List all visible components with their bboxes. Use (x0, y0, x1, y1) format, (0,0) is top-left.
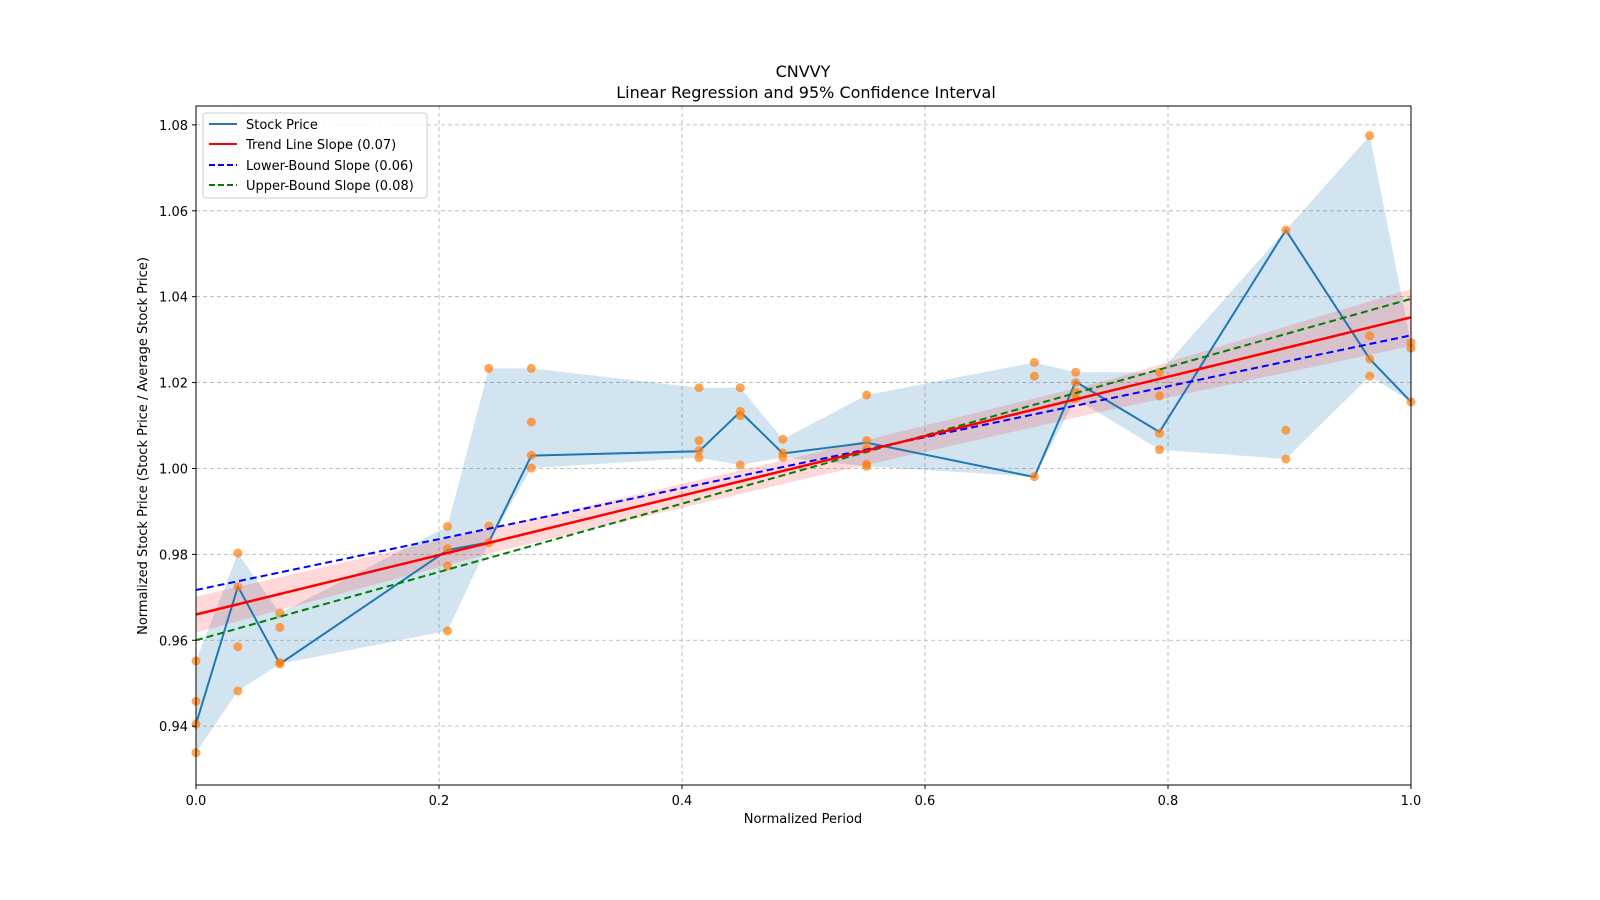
scatter-point (1029, 371, 1039, 381)
y-tick-label: 1.02 (159, 377, 188, 392)
scatter-point (1281, 225, 1291, 235)
trend-ci-layer (196, 288, 1411, 633)
scatter-point (443, 561, 453, 571)
stock-price-line (195, 228, 1412, 725)
scatter-point (1281, 425, 1291, 435)
scatter-point (1154, 445, 1164, 455)
scatter-point (694, 445, 704, 455)
scatter-point (443, 521, 453, 531)
x-tick-label: 0.2 (429, 794, 450, 809)
x-tick-label: 0.4 (672, 794, 693, 809)
legend-label-upper-bound: Upper-Bound Slope (0.08) (246, 179, 414, 194)
scatter-point (275, 622, 285, 632)
scatter-point (526, 363, 536, 373)
scatter-point (1365, 131, 1375, 141)
scatter-point (778, 452, 788, 462)
plot-frame (195, 105, 1412, 786)
y-tick-label: 0.98 (159, 548, 188, 563)
trend-line (195, 316, 1412, 616)
scatter-point (1071, 378, 1081, 388)
scatter-point (275, 659, 285, 669)
chart-title: CNVVY (776, 62, 831, 81)
scatter-point (735, 411, 745, 421)
scatter-point (1071, 367, 1081, 377)
legend-label-trend-line: Trend Line Slope (0.07) (245, 138, 396, 153)
trend-confidence-band (196, 288, 1411, 633)
legend: Stock Price Trend Line Slope (0.07) Lowe… (202, 112, 428, 199)
scatter-point (233, 582, 243, 592)
range-band-layer (196, 135, 1411, 753)
regression-lines-layer (195, 297, 1412, 642)
chart-subtitle: Linear Regression and 95% Confidence Int… (616, 83, 996, 102)
scatter-point (233, 686, 243, 696)
scatter-point (526, 463, 536, 473)
scatter-point (1029, 472, 1039, 482)
upper-bound-line (195, 297, 1412, 642)
lower-bound-line (195, 334, 1412, 591)
price-range-band (196, 135, 1411, 753)
y-tick-label: 1.00 (159, 462, 188, 477)
x-tick-label: 0.6 (915, 794, 936, 809)
x-tick-label: 1.0 (1401, 794, 1422, 809)
y-tick-label: 1.08 (159, 119, 188, 134)
scatter-point (862, 390, 872, 400)
scatter-point (694, 383, 704, 393)
stock-line-layer (195, 228, 1412, 725)
scatter-point (233, 642, 243, 652)
scatter-point (526, 417, 536, 427)
y-tick-label: 0.94 (159, 720, 188, 735)
scatter-point (694, 436, 704, 446)
scatter-layer (191, 131, 1416, 758)
scatter-point (1154, 367, 1164, 377)
scatter-point (735, 460, 745, 470)
scatter-point (1365, 354, 1375, 364)
scatter-point (862, 436, 872, 446)
legend-label-lower-bound: Lower-Bound Slope (0.06) (246, 159, 413, 174)
scatter-point (443, 626, 453, 636)
scatter-point (1365, 331, 1375, 341)
scatter-point (484, 363, 494, 373)
x-tick-label: 0.8 (1158, 794, 1179, 809)
scatter-point (1154, 428, 1164, 438)
legend-box (202, 112, 428, 199)
scatter-point (1029, 357, 1039, 367)
y-tick-label: 1.04 (159, 291, 188, 306)
y-axis-label: Normalized Stock Price (Stock Price / Av… (136, 257, 151, 635)
grid (196, 106, 1411, 785)
scatter-point (1365, 371, 1375, 381)
scatter-point (694, 453, 704, 463)
scatter-point (735, 383, 745, 393)
scatter-point (443, 544, 453, 554)
legend-label-stock-price: Stock Price (246, 118, 318, 133)
y-tick-label: 1.06 (159, 205, 188, 220)
y-tick-label: 0.96 (159, 634, 188, 649)
x-tick-label: 0.0 (186, 794, 207, 809)
scatter-point (778, 434, 788, 444)
scatter-point (526, 450, 536, 460)
y-axis-ticks: 0.94 0.96 0.98 1.00 1.02 1.04 1.06 1.08 (159, 119, 196, 735)
scatter-point (1281, 454, 1291, 464)
scatter-point (233, 548, 243, 558)
x-axis-ticks: 0.0 0.2 0.4 0.6 0.8 1.0 (186, 785, 1422, 809)
x-axis-label: Normalized Period (744, 812, 862, 827)
scatter-point (1154, 391, 1164, 401)
scatter-point (862, 461, 872, 471)
